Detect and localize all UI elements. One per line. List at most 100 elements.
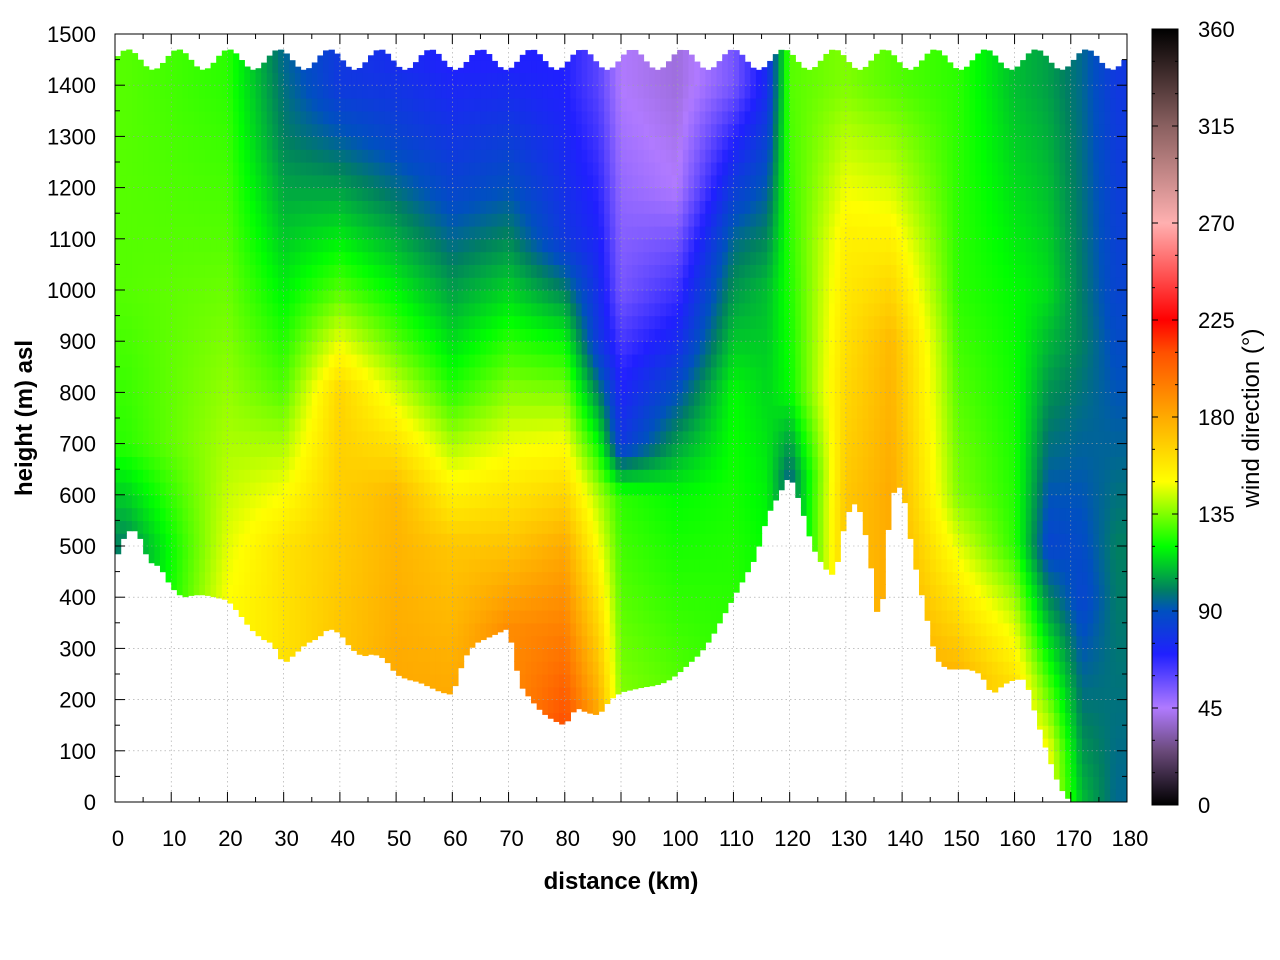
heatmap-cell [204,174,212,189]
heatmap-cell [677,648,684,662]
heatmap-cell [621,354,628,368]
heatmap-cell [446,187,453,201]
heatmap-cell [356,494,363,509]
heatmap-cell [598,558,605,573]
heatmap-cell [665,123,673,137]
heatmap-cell [233,520,240,534]
heatmap-cell [272,98,279,112]
heatmap-cell [339,405,347,419]
heatmap-cell [412,136,420,150]
heatmap-cell [592,610,600,624]
heatmap-cell [204,341,212,355]
heatmap-cell [317,379,324,393]
heatmap-cell [615,661,622,675]
heatmap-cell [621,661,628,675]
heatmap-cell [452,149,459,163]
heatmap-cell [682,430,690,445]
heatmap-cell [531,661,538,675]
heatmap-cell [632,251,639,265]
heatmap-cell [474,302,482,317]
heatmap-cell [536,187,543,201]
heatmap-cell [345,187,352,201]
heatmap-cell [559,558,566,573]
heatmap-cell [412,674,420,682]
heatmap-cell [379,622,386,637]
heatmap-cell [368,226,375,240]
heatmap-cell [547,674,555,688]
heatmap-cell [609,520,616,534]
heatmap-cell [306,290,313,304]
heatmap-cell [677,238,684,253]
heatmap-cell [592,72,600,86]
heatmap-cell [210,584,217,598]
heatmap-cell [126,392,133,406]
heatmap-cell [171,187,178,201]
heatmap-cell [182,430,189,445]
heatmap-cell [486,482,493,496]
heatmap-cell [547,622,555,637]
heatmap-cell [266,123,274,137]
heatmap-cell [519,597,527,611]
heatmap-cell [249,392,257,406]
heatmap-cell [115,213,122,227]
heatmap-cell [306,366,313,381]
heatmap-cell [154,430,161,445]
heatmap-cell [373,200,380,214]
heatmap-cell [446,469,453,483]
heatmap-cell [373,469,380,483]
heatmap-cell [429,622,437,637]
heatmap-cell [294,354,302,368]
heatmap-cell [621,123,628,137]
heatmap-cell [643,443,650,457]
heatmap-cell [199,392,206,406]
heatmap-cell [323,264,330,278]
heatmap-cell [176,328,184,342]
heatmap-cell [637,200,645,214]
heatmap-cell [705,584,712,598]
heatmap-cell [407,187,414,201]
heatmap-cell [429,520,437,534]
heatmap-cell [688,456,695,470]
heatmap-cell [592,674,600,688]
heatmap-cell [531,430,538,445]
heatmap-cell [469,354,476,368]
heatmap-cell [654,533,661,547]
heatmap-cell [564,520,571,534]
heatmap-cell [362,366,369,381]
heatmap-cell [592,277,600,291]
heatmap-cell [249,366,257,381]
heatmap-cell [238,72,245,86]
heatmap-cell [396,328,403,342]
heatmap-cell [424,277,431,291]
heatmap-cell [300,405,307,419]
heatmap-cell [621,405,628,419]
heatmap-cell [682,162,690,176]
heatmap-cell [435,136,442,150]
heatmap-cell [514,610,521,624]
heatmap-cell [508,392,515,406]
heatmap-cell [188,430,195,445]
heatmap-cell [176,123,184,137]
heatmap-cell [688,482,695,496]
heatmap-cell [137,315,144,329]
heatmap-cell [665,328,673,342]
heatmap-cell [379,238,386,253]
heatmap-cell [165,443,172,457]
heatmap-cell [654,494,661,509]
heatmap-cell [412,354,420,368]
heatmap-cell [694,136,701,150]
heatmap-cell [266,149,274,163]
heatmap-cell [626,494,633,509]
heatmap-cell [502,584,510,598]
heatmap-cell [424,392,431,406]
heatmap-cell [598,264,605,278]
heatmap-cell [542,149,549,163]
heatmap-cell [171,533,178,547]
heatmap-cell [165,430,172,445]
heatmap-cell [390,85,397,99]
heatmap-cell [547,648,555,662]
heatmap-cell [159,62,167,73]
heatmap-cell [643,482,650,496]
heatmap-cell [210,354,217,368]
heatmap-cell [137,162,144,176]
